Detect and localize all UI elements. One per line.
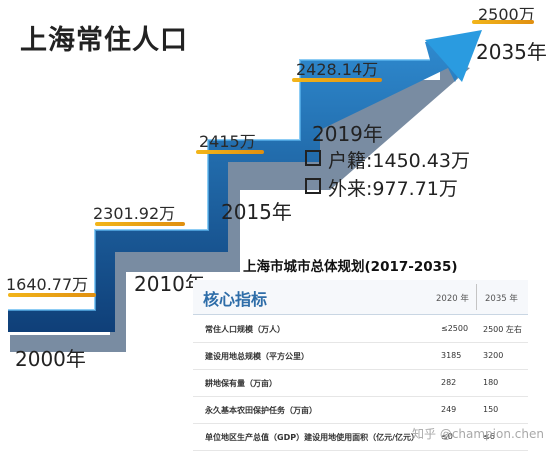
gold-bar-2010 [95,222,185,226]
value-label-2035: 2500万 [478,5,535,24]
year-label-2035: 2035年 [476,40,547,64]
value-label-2015: 2415万 [199,132,256,151]
row-value-2020: 3185 [441,351,462,360]
breakdown-label: 外来:977.71万 [328,178,458,200]
year-label-2015: 2015年 [221,200,292,224]
breakdown-item-migrant: 外来:977.71万 [305,174,458,201]
row-value-2035: ≤6 [483,432,495,441]
column-header-2035: 2035 年 [485,294,518,304]
gold-bar-2035 [472,20,534,24]
row-name: 建设用地总规模（平方公里） [205,352,309,361]
value-label-2000: 1640.77万 [6,275,89,294]
gold-bar-2019 [292,78,382,82]
row-value-2035: 180 [483,378,499,387]
table-row: 建设用地总规模（平方公里） 3185 3200 [193,343,528,370]
table-row: 单位地区生产总值（GDP）建设用地使用面积（亿元/亿元） ≤0 ≤6 [193,424,528,451]
row-value-2020: ≤2500 [441,324,469,333]
gold-bar-2000 [8,293,96,297]
gold-bar-2015 [196,150,264,154]
row-name: 耕地保有量（万亩） [205,379,277,388]
chart-title: 上海常住人口 [20,25,188,56]
row-value-2035: 3200 [483,351,504,360]
value-label-2019: 2428.14万 [296,60,379,79]
table-row: 常住人口规模（万人） ≤2500 2500 左右 [193,316,528,343]
table-row: 耕地保有量（万亩） 282 180 [193,370,528,397]
watermark: 知乎 @champion.chen [412,427,544,441]
row-value-2020: 282 [441,378,457,387]
column-divider [476,284,477,310]
value-label-2010: 2301.92万 [93,204,176,223]
year-label-2000: 2000年 [15,347,86,371]
breakdown-label: 户籍:1450.43万 [328,150,470,172]
plan-table: 核心指标 2020 年 2035 年 常住人口规模（万人） ≤2500 2500… [193,280,528,451]
row-name: 单位地区生产总值（GDP）建设用地使用面积（亿元/亿元） [205,433,419,442]
row-value-2020: 249 [441,405,457,414]
column-header-2020: 2020 年 [436,294,469,304]
row-name: 常住人口规模（万人） [205,325,285,334]
plan-title: 上海市城市总体规划(2017-2035) [243,259,458,275]
row-name: 永久基本农田保护任务（万亩） [205,406,317,415]
row-value-2020: ≤0 [441,432,453,441]
checkbox-square-icon [305,150,321,166]
table-row: 永久基本农田保护任务（万亩） 249 150 [193,397,528,424]
stair-shadow [10,60,470,352]
stair-band [8,36,478,332]
year-label-2019: 2019年 [312,122,383,146]
checkbox-square-icon [305,178,321,194]
arrow-head [425,30,482,82]
row-value-2035: 2500 左右 [483,325,522,334]
plan-table-header: 核心指标 2020 年 2035 年 [193,280,528,315]
row-value-2035: 150 [483,405,499,414]
plan-heading: 核心指标 [203,290,268,309]
breakdown-item-registered: 户籍:1450.43万 [305,146,470,173]
